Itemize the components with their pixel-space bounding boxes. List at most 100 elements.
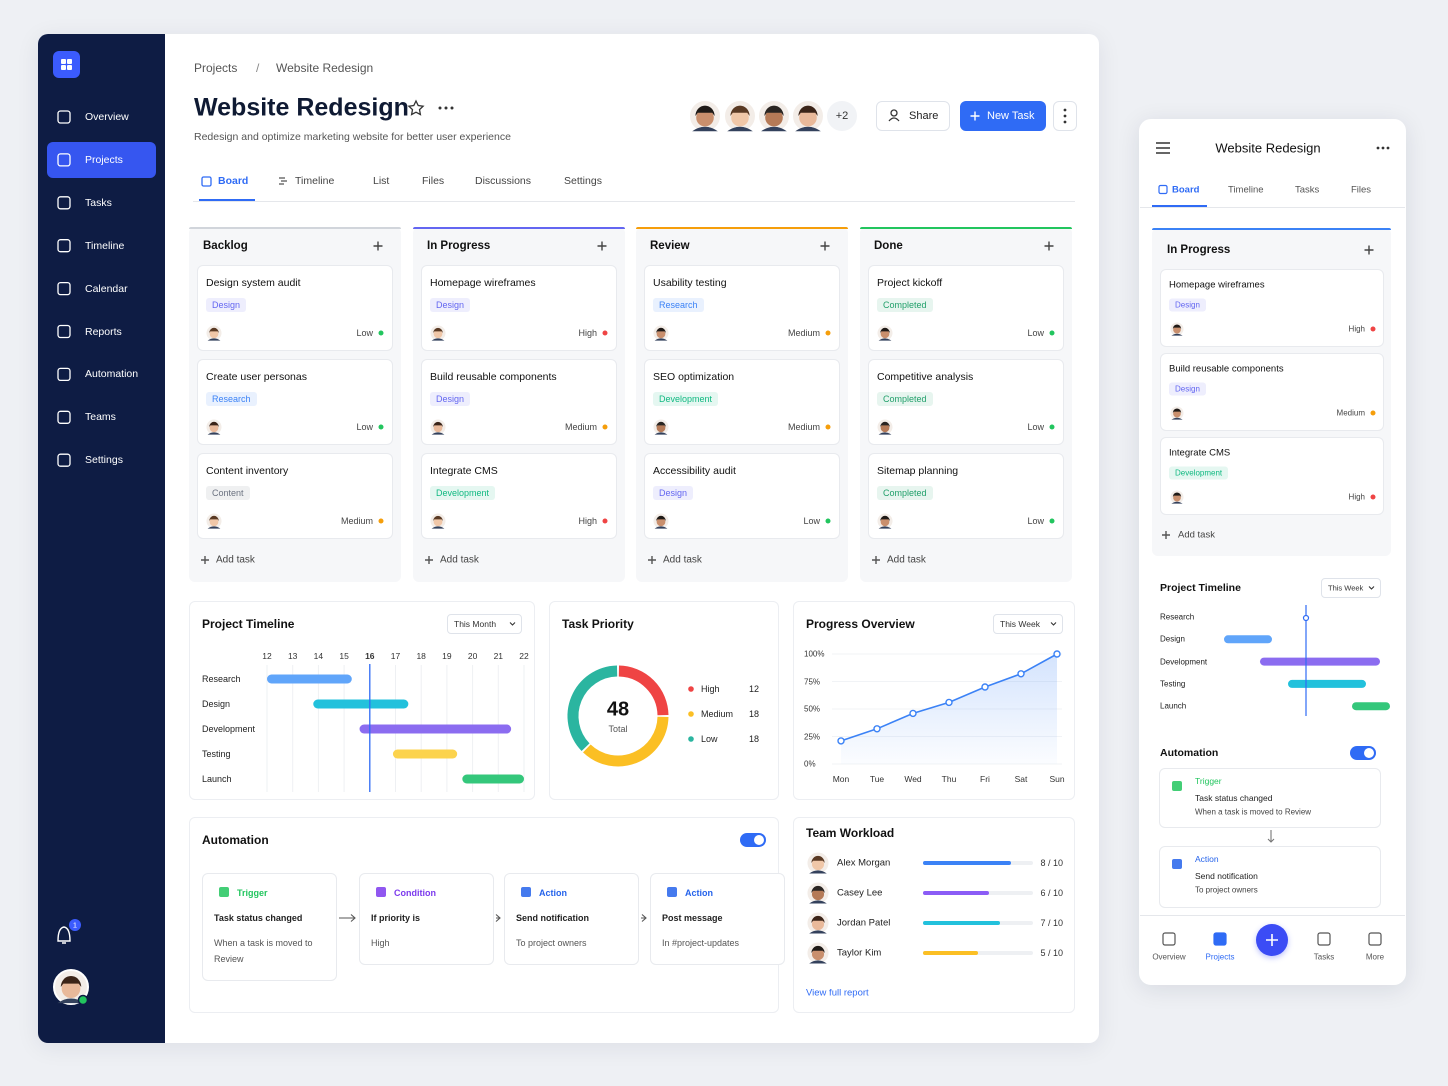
card-title: Homepage wireframes <box>430 277 536 289</box>
workload-label: 6 / 10 <box>1040 888 1063 898</box>
task-card[interactable] <box>421 359 617 445</box>
mobile-nav-item[interactable]: Projects <box>1205 952 1235 962</box>
tab[interactable]: Tasks <box>1295 184 1320 196</box>
step-kind: Action <box>1195 854 1219 864</box>
card-priority: Medium <box>564 422 597 432</box>
card-tag: Design <box>1169 382 1206 396</box>
tab[interactable]: Board <box>1172 184 1200 196</box>
step-kind: Condition <box>394 888 436 898</box>
task-card[interactable] <box>197 453 393 539</box>
nav-item[interactable]: Reports <box>85 325 122 338</box>
automation-step[interactable] <box>1159 768 1381 828</box>
tab[interactable]: Timeline <box>1228 184 1264 196</box>
y-tick-label: 75% <box>804 677 821 686</box>
nav-item[interactable]: Calendar <box>85 282 128 295</box>
card-title: Project kickoff <box>877 277 943 289</box>
task-card[interactable] <box>868 359 1064 445</box>
nav-item[interactable]: Tasks <box>85 196 112 209</box>
range-dropdown[interactable] <box>993 614 1063 634</box>
task-card[interactable] <box>197 265 393 351</box>
row-label: Development <box>1160 657 1208 667</box>
card-title: Homepage wireframes <box>1169 279 1265 291</box>
tabs-divider <box>1140 207 1405 208</box>
automation-step[interactable] <box>1159 846 1381 908</box>
tab[interactable]: Files <box>422 175 445 187</box>
nav-item[interactable]: Projects <box>85 153 123 166</box>
kebab-button[interactable] <box>1053 101 1077 131</box>
range-label: This Week <box>1328 583 1364 593</box>
card-title: Integrate CMS <box>430 465 498 477</box>
add-task[interactable]: Add task <box>887 554 926 566</box>
tab[interactable]: Timeline <box>295 175 335 187</box>
legend-label: High <box>701 684 720 694</box>
card-priority: High <box>1348 492 1365 502</box>
card-title: Competitive analysis <box>877 371 974 383</box>
column-accent <box>636 227 848 229</box>
task-card[interactable] <box>1160 437 1384 515</box>
column-title: Done <box>874 240 903 252</box>
share-button[interactable] <box>876 101 950 131</box>
x-tick-label: Wed <box>904 774 922 784</box>
report-link[interactable]: View full report <box>806 987 869 999</box>
mobile-nav-item[interactable]: Tasks <box>1313 952 1335 962</box>
task-card[interactable] <box>197 359 393 445</box>
card-priority: Medium <box>787 422 820 432</box>
member-name: Alex Morgan <box>837 857 891 869</box>
nav-item[interactable]: Teams <box>85 411 116 424</box>
breadcrumb[interactable]: Projects <box>194 61 238 75</box>
tab[interactable]: Files <box>1351 184 1372 196</box>
nav-item[interactable]: Automation <box>85 368 139 381</box>
legend-value: 12 <box>748 684 760 694</box>
x-tick-label: 18 <box>416 651 426 661</box>
tab[interactable]: Settings <box>564 175 602 187</box>
range-dropdown[interactable] <box>447 614 522 634</box>
automation-step[interactable] <box>504 873 639 965</box>
tab[interactable]: Board <box>218 175 249 187</box>
row-label: Development <box>202 724 256 734</box>
mobile-title: Website Redesign <box>1215 140 1321 156</box>
task-card[interactable] <box>868 453 1064 539</box>
add-task[interactable]: Add task <box>216 554 255 566</box>
task-card[interactable] <box>644 265 840 351</box>
step-title: Task status changed <box>214 913 303 923</box>
share-label: Share <box>909 110 939 122</box>
step-detail: When a task is moved to Review <box>1195 807 1312 817</box>
card-priority: Medium <box>340 516 373 526</box>
task-card[interactable] <box>1160 269 1384 347</box>
tab-underline <box>199 199 255 201</box>
column-accent <box>189 227 401 229</box>
card-title: Content inventory <box>206 465 289 477</box>
row-label: Research <box>202 674 241 684</box>
add-task[interactable]: Add task <box>440 554 479 566</box>
add-button[interactable] <box>1256 924 1288 956</box>
task-card[interactable] <box>644 453 840 539</box>
mobile-nav-item[interactable]: Overview <box>1152 952 1186 962</box>
range-dropdown[interactable] <box>1321 578 1381 598</box>
nav-item[interactable]: Overview <box>85 111 129 123</box>
mobile-nav-item[interactable]: More <box>1365 952 1385 962</box>
card-priority: Low <box>1027 516 1044 526</box>
tab[interactable]: Discussions <box>475 175 532 187</box>
step-detail: High <box>371 938 390 948</box>
breadcrumb: Website Redesign <box>276 61 374 75</box>
task-card[interactable] <box>644 359 840 445</box>
column-title: In Progress <box>1167 244 1231 256</box>
nav-item[interactable]: Timeline <box>85 239 125 252</box>
card-priority: Low <box>1027 422 1044 432</box>
member-name: Jordan Patel <box>837 917 891 929</box>
step-title: Task status changed <box>1195 793 1273 803</box>
workload-label: 5 / 10 <box>1040 948 1063 958</box>
x-tick-label: Sat <box>1014 774 1028 784</box>
card-title: Integrate CMS <box>1169 447 1231 459</box>
nav-item[interactable]: Settings <box>85 454 123 467</box>
panel-title: Project Timeline <box>202 617 295 631</box>
task-card[interactable] <box>421 265 617 351</box>
task-card[interactable] <box>1160 353 1384 431</box>
add-task[interactable]: Add task <box>1178 529 1215 541</box>
column-accent <box>860 227 1072 229</box>
task-card[interactable] <box>868 265 1064 351</box>
task-card[interactable] <box>421 453 617 539</box>
tab[interactable]: List <box>373 175 390 187</box>
x-tick-label: 15 <box>339 651 349 661</box>
add-task[interactable]: Add task <box>663 554 702 566</box>
